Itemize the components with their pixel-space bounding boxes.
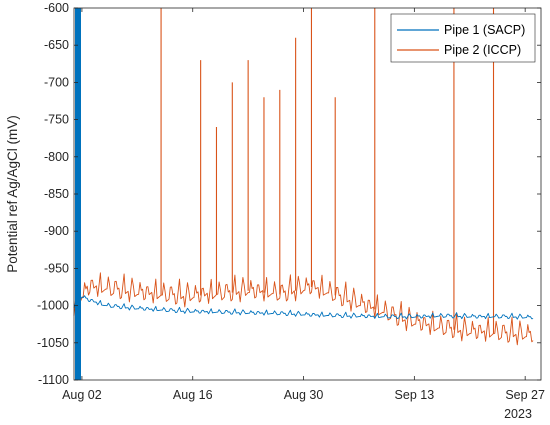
x-tick-label: Sep 13 xyxy=(395,388,435,402)
y-tick-label: -950 xyxy=(44,261,69,275)
x-tick-label: Aug 16 xyxy=(173,388,213,402)
plot-area xyxy=(74,8,541,380)
y-tick-label: -600 xyxy=(44,1,69,15)
legend-label-pipe-1: Pipe 1 (SACP) xyxy=(444,23,525,37)
y-tick-label: -1000 xyxy=(37,299,69,313)
y-axis-label: Potential ref Ag/AgCl (mV) xyxy=(5,115,20,273)
x-year-label: 2023 xyxy=(504,407,532,421)
x-axis: Aug 02 Aug 16 Aug 30 Sep 13 Sep 27 xyxy=(62,8,545,402)
y-tick-label: -1100 xyxy=(38,373,69,387)
y-tick-label: -1050 xyxy=(37,336,69,350)
legend: Pipe 1 (SACP) Pipe 2 (ICCP) xyxy=(390,13,536,63)
series-line-1 xyxy=(73,295,534,320)
y-tick-label: -900 xyxy=(44,224,69,238)
x-tick-label: Aug 02 xyxy=(62,388,102,402)
y-tick-label: -700 xyxy=(44,75,69,89)
x-tick-label: Aug 30 xyxy=(284,388,324,402)
legend-label-pipe-2: Pipe 2 (ICCP) xyxy=(444,43,521,57)
legend-box xyxy=(390,13,536,63)
y-axis: -1100 -1050 -1000 -950 -900 -850 -800 -750 -700 -… xyxy=(37,1,541,387)
y-tick-label: -750 xyxy=(44,113,69,127)
y-tick-label: -850 xyxy=(44,187,69,201)
y-tick-label: -650 xyxy=(44,38,69,52)
y-tick-label: -800 xyxy=(44,150,69,164)
x-tick-label: Sep 27 xyxy=(505,388,545,402)
